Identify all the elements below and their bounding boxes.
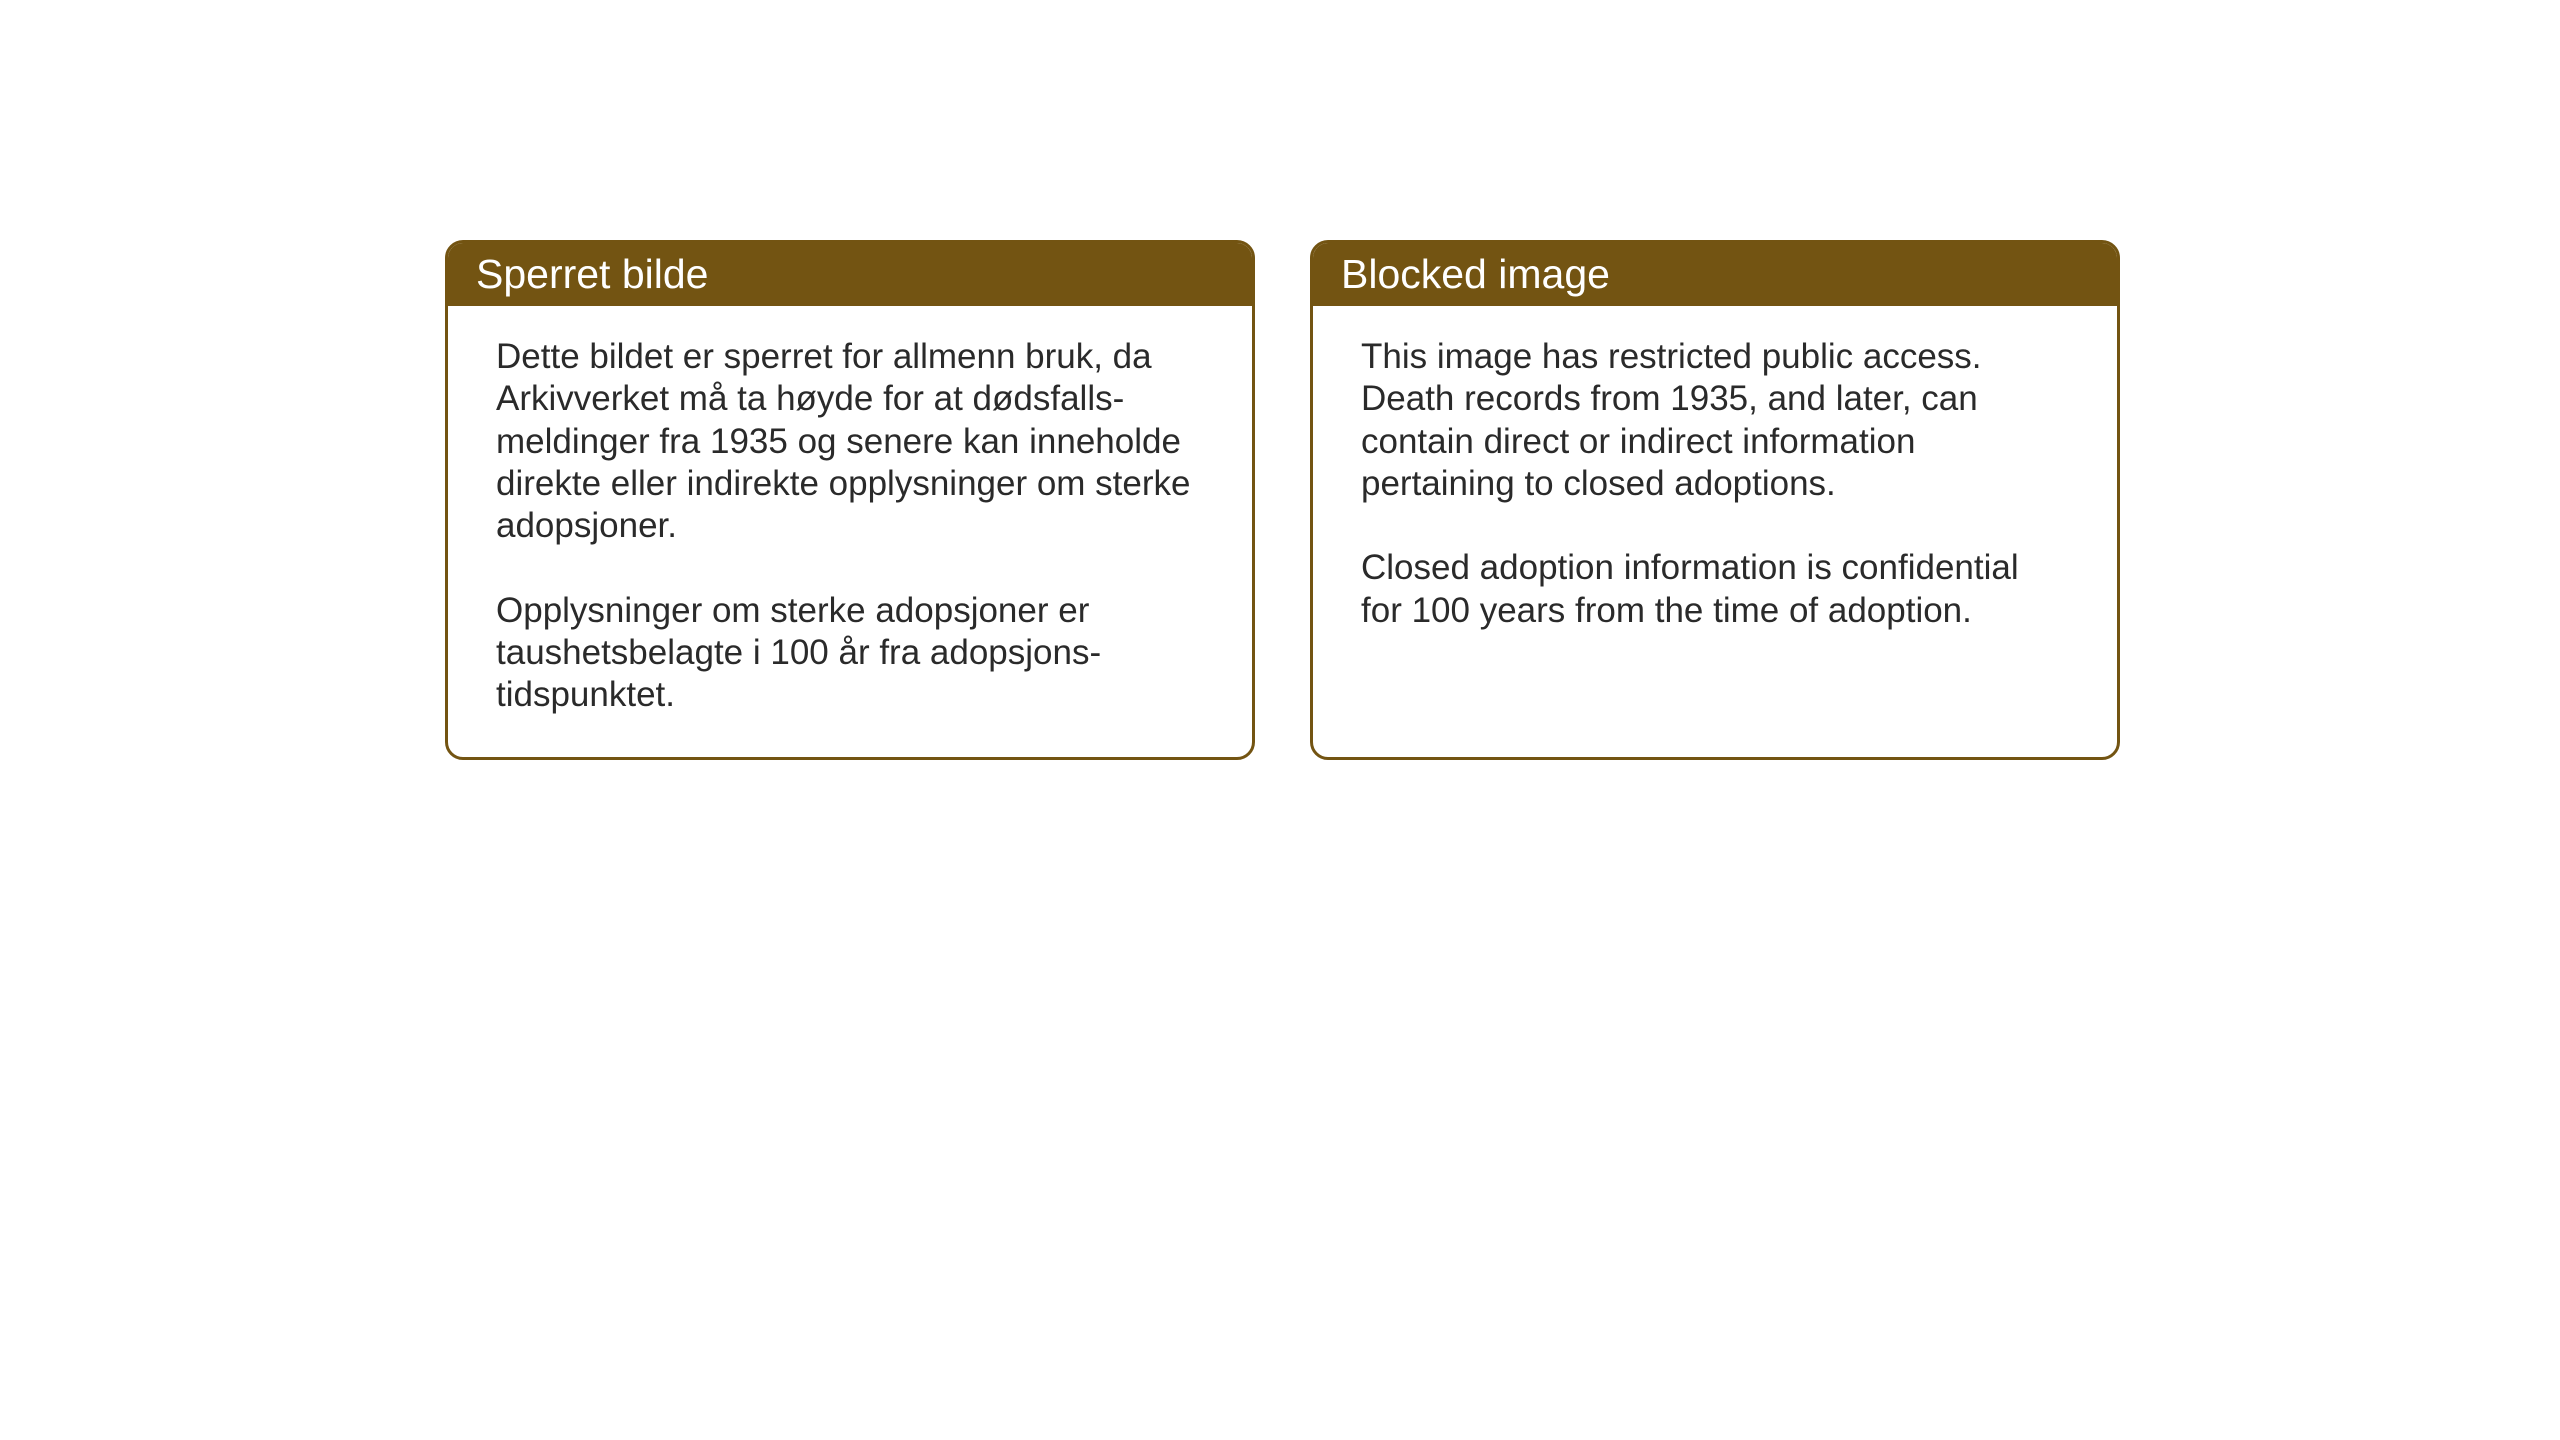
card-body-english: This image has restricted public access.… (1313, 306, 2117, 722)
notice-card-norwegian: Sperret bilde Dette bildet er sperret fo… (445, 240, 1255, 760)
card-header-norwegian: Sperret bilde (448, 243, 1252, 306)
paragraph-2-english: Closed adoption information is confident… (1361, 547, 2069, 632)
paragraph-2-norwegian: Opplysninger om sterke adopsjoner er tau… (496, 590, 1204, 717)
card-body-norwegian: Dette bildet er sperret for allmenn bruk… (448, 306, 1252, 757)
card-header-english: Blocked image (1313, 243, 2117, 306)
card-title-norwegian: Sperret bilde (476, 251, 708, 297)
notice-card-english: Blocked image This image has restricted … (1310, 240, 2120, 760)
paragraph-1-norwegian: Dette bildet er sperret for allmenn bruk… (496, 336, 1204, 548)
paragraph-1-english: This image has restricted public access.… (1361, 336, 2069, 505)
notice-container: Sperret bilde Dette bildet er sperret fo… (445, 240, 2120, 760)
card-title-english: Blocked image (1341, 251, 1610, 297)
